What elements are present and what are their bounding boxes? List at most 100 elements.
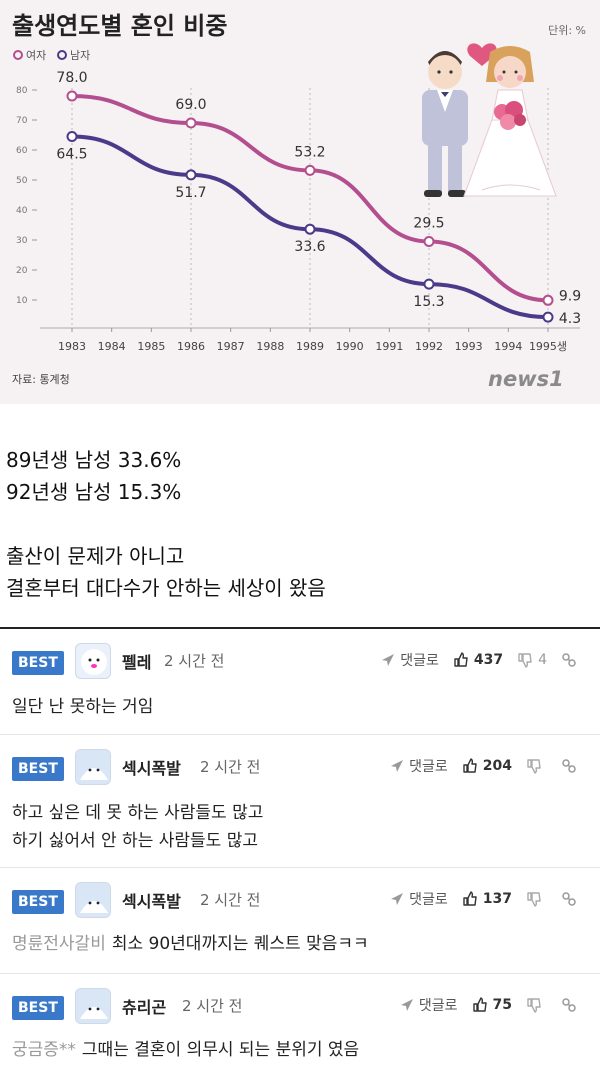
female-data-point [542, 294, 554, 306]
x-tick-label: 1986 [177, 340, 205, 353]
dislike-button[interactable] [526, 997, 547, 1013]
male-data-label: 51.7 [175, 185, 206, 201]
female-data-label: 9.9 [559, 288, 581, 304]
timestamp: 2 시간 전 [200, 891, 261, 909]
link-icon [562, 998, 576, 1012]
reply-label: 댓글로 [418, 998, 458, 1014]
timestamp: 2 시간 전 [200, 758, 261, 776]
x-axis: 1983 1984 1985 1986 1987 1988 1989 1990 1991 1992… [40, 327, 580, 353]
like-button[interactable]: 137 [462, 891, 512, 907]
reply-button[interactable]: 댓글로 [390, 756, 448, 776]
dislike-button[interactable]: 4 [517, 652, 547, 668]
best-badge: BEST [12, 996, 64, 1020]
comment-text: 일단 난 못하는 거임 [12, 697, 154, 717]
link-button[interactable] [561, 997, 582, 1013]
x-tick-label: 1987 [217, 340, 245, 353]
avatar[interactable] [75, 643, 111, 679]
female-data-point [304, 164, 316, 176]
x-tick-label: 1984 [98, 340, 126, 353]
link-button[interactable] [561, 758, 582, 774]
reply-label: 댓글로 [409, 892, 448, 908]
thumbs-up-icon [463, 891, 477, 906]
reply-target[interactable]: 명륜전사갈비 [12, 934, 106, 954]
y-tick-label: 70 [16, 116, 28, 126]
reply-arrow-icon [391, 893, 404, 905]
bride-figure [463, 46, 557, 197]
y-tick-label: 50 [16, 176, 28, 186]
x-tick-label: 1991 [375, 340, 403, 353]
comment-actions: 댓글로 437 4 [367, 649, 582, 671]
thumbs-down-icon [518, 653, 532, 668]
legend-male-marker [57, 50, 67, 60]
male-data-label: 15.3 [413, 294, 444, 310]
link-icon [562, 759, 576, 773]
chart-title: 출생연도별 혼인 비중 [12, 12, 227, 40]
legend-female-marker [13, 50, 23, 60]
male-data-point [66, 131, 78, 142]
news1-logo: news1 [488, 367, 564, 391]
x-tick-label: 1994 [494, 340, 522, 353]
heart-icon [467, 43, 497, 66]
like-count: 437 [473, 652, 504, 668]
comment-text: 그때는 결혼이 의무시 되는 분위기 였음 [81, 1040, 360, 1060]
dislike-button[interactable] [526, 891, 547, 907]
like-count: 75 [492, 997, 512, 1013]
reply-button[interactable]: 댓글로 [381, 650, 439, 670]
avatar[interactable] [75, 749, 111, 785]
post-line-blank [6, 508, 594, 540]
like-button[interactable]: 437 [453, 652, 503, 668]
reply-button[interactable]: 댓글로 [390, 889, 448, 909]
like-button[interactable]: 75 [472, 997, 512, 1013]
male-data-point [423, 278, 435, 290]
female-data-point [185, 117, 197, 129]
thumbs-down-icon [527, 998, 541, 1013]
reply-button[interactable]: 댓글로 [400, 995, 458, 1015]
x-tick-label: 1985 [137, 340, 165, 353]
female-data-point [66, 90, 78, 102]
legend-female-label: 여자 [26, 49, 46, 62]
comment-header: BEST 섹시폭발 2 시간 전 댓글로 137 [12, 882, 588, 918]
comment-header: BEST 펠레 2 시간 전 댓글로 437 4 [12, 643, 588, 679]
comment-body: 명륜전사갈비 최소 90년대까지는 퀘스트 맞음ㅋㅋ [12, 930, 369, 958]
avatar[interactable] [75, 988, 111, 1024]
y-tick-label: 20 [16, 266, 28, 276]
male-data-label: 4.3 [559, 311, 581, 327]
like-count: 137 [482, 891, 512, 907]
female-data-label: 69.0 [175, 97, 206, 113]
nickname[interactable]: 섹시폭발 [122, 892, 181, 911]
male-data-label: 33.6 [294, 239, 325, 255]
y-axis: 80 70 60 50 40 30 20 10 [16, 86, 37, 306]
unit-label: 단위: % [548, 24, 586, 37]
nickname[interactable]: 펠레 [122, 653, 152, 672]
post-line: 출산이 문제가 아니고 [6, 544, 185, 568]
reply-arrow-icon [400, 999, 413, 1011]
link-icon [562, 653, 576, 667]
timestamp: 2 시간 전 [164, 652, 225, 670]
reply-label: 댓글로 [409, 759, 448, 775]
post-line: 92년생 남성 15.3% [6, 480, 182, 504]
thumbs-down-icon [527, 759, 541, 774]
x-tick-label: 1988 [256, 340, 284, 353]
source-label: 자료: 통계청 [12, 373, 70, 386]
avatar[interactable] [75, 882, 111, 918]
marriage-rate-chart: 출생연도별 혼인 비중 단위: % 여자 남자 80 70 60 50 40 30 20 10… [12, 12, 586, 391]
female-data-point [423, 236, 435, 247]
dislike-count: 4 [538, 652, 547, 668]
grid-lines [71, 88, 549, 328]
reply-arrow-icon [382, 654, 395, 666]
nickname[interactable]: 섹시폭발 [122, 759, 181, 778]
comment-list: BEST 펠레 2 시간 전 댓글로 437 4 [0, 629, 600, 1082]
nickname[interactable]: 츄리곤 [122, 998, 167, 1017]
reply-label: 댓글로 [400, 653, 439, 669]
like-button[interactable]: 204 [462, 758, 512, 774]
male-data-point [185, 169, 197, 181]
best-badge: BEST [12, 651, 64, 675]
reply-target[interactable]: 궁금증** [12, 1040, 76, 1060]
female-data-label: 78.0 [56, 70, 87, 86]
comment-actions: 댓글로 204 [376, 755, 582, 777]
link-button[interactable] [561, 652, 582, 668]
link-button[interactable] [561, 891, 582, 907]
comment-item: BEST 츄리곤 2 시간 전 댓글로 75 [0, 974, 600, 1082]
dislike-button[interactable] [526, 758, 547, 774]
thumbs-up-icon [454, 652, 468, 667]
